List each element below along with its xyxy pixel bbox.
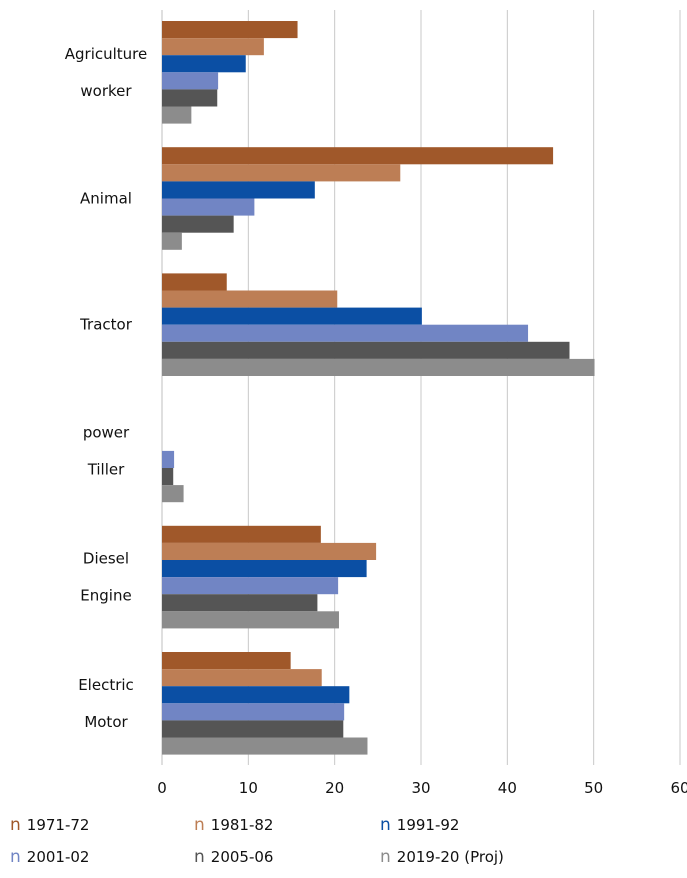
bar-2019-20-proj- — [162, 611, 339, 629]
legend-item: n 2005-06 — [194, 847, 380, 867]
bar-2005-06 — [162, 594, 318, 612]
bar-2005-06 — [162, 468, 174, 486]
x-tick-label: 10 — [239, 779, 258, 797]
legend-marker: n — [380, 815, 391, 835]
legend-item: n 2019-20 (Proj) — [380, 847, 630, 867]
x-tick-label: 40 — [498, 779, 517, 797]
bar-2001-02 — [162, 198, 255, 216]
bar-1971-72 — [162, 21, 298, 39]
legend-label: 1991-92 — [396, 816, 460, 834]
x-tick-label: 30 — [411, 779, 430, 797]
bar-2005-06 — [162, 215, 234, 233]
legend-marker: n — [194, 815, 205, 835]
category-label: Motor — [84, 713, 128, 731]
category-label: worker — [80, 82, 132, 100]
legend-label: 1971-72 — [26, 816, 90, 834]
bar-1991-92 — [162, 307, 422, 325]
bars — [162, 21, 595, 755]
category-labels: Agriculture worker Animal Tractor power Tille… — [65, 45, 148, 731]
bar-1981-82 — [162, 38, 264, 56]
bar-1991-92 — [162, 55, 246, 73]
bar-1971-72 — [162, 273, 227, 291]
legend-item: n 1971-72 — [10, 815, 194, 835]
legend-label: 2005-06 — [210, 848, 274, 866]
category-label: Agriculture — [65, 45, 148, 63]
bar-2005-06 — [162, 89, 218, 107]
bar-1991-92 — [162, 181, 315, 199]
bar-2019-20-proj- — [162, 737, 368, 755]
legend-item: n 1991-92 — [380, 815, 630, 835]
bar-1981-82 — [162, 164, 401, 182]
bar-2019-20-proj- — [162, 232, 182, 250]
bar-1971-72 — [162, 525, 321, 543]
bar-2005-06 — [162, 341, 570, 359]
legend-marker: n — [10, 815, 21, 835]
bar-2001-02 — [162, 324, 529, 342]
x-tick-label: 50 — [584, 779, 603, 797]
bar-2005-06 — [162, 720, 344, 738]
bar-2019-20-proj- — [162, 106, 192, 124]
bar-chart: Agriculture worker Animal Tractor power Tille… — [65, 10, 687, 797]
legend-label: 1981-82 — [210, 816, 274, 834]
bar-2001-02 — [162, 72, 219, 90]
x-tick-label: 0 — [157, 779, 167, 797]
x-tick-label: 20 — [325, 779, 344, 797]
bar-1981-82 — [162, 542, 377, 560]
category-label: Diesel — [83, 550, 129, 568]
category-label: Engine — [80, 587, 131, 605]
category-label: Tractor — [79, 316, 133, 334]
bar-1971-72 — [162, 147, 554, 165]
bar-1971-72 — [162, 652, 291, 670]
category-label: power — [83, 423, 130, 441]
bar-2019-20-proj- — [162, 358, 595, 376]
x-tick-label: 60 — [670, 779, 687, 797]
legend: n 1971-72 n 1981-82 n 1991-92 n 2001-02 n 2005-06… — [10, 815, 670, 867]
bar-2001-02 — [162, 703, 345, 721]
legend-label: 2019-20 (Proj) — [396, 848, 504, 866]
legend-marker: n — [380, 847, 391, 867]
x-axis-tick-labels: 0 10 20 30 40 50 60 — [157, 779, 687, 797]
category-label: Animal — [80, 190, 132, 208]
legend-marker: n — [194, 847, 205, 867]
bar-1991-92 — [162, 560, 367, 578]
bar-1981-82 — [162, 669, 322, 687]
bar-2001-02 — [162, 577, 339, 595]
legend-marker: n — [10, 847, 21, 867]
bar-2001-02 — [162, 450, 175, 468]
bar-2019-20-proj- — [162, 485, 184, 503]
category-label: Electric — [78, 676, 134, 694]
bar-1991-92 — [162, 686, 350, 704]
legend-item: n 2001-02 — [10, 847, 194, 867]
gridlines — [161, 10, 681, 765]
category-label: Tiller — [87, 460, 125, 478]
legend-label: 2001-02 — [26, 848, 90, 866]
bar-1981-82 — [162, 290, 338, 308]
legend-item: n 1981-82 — [194, 815, 380, 835]
